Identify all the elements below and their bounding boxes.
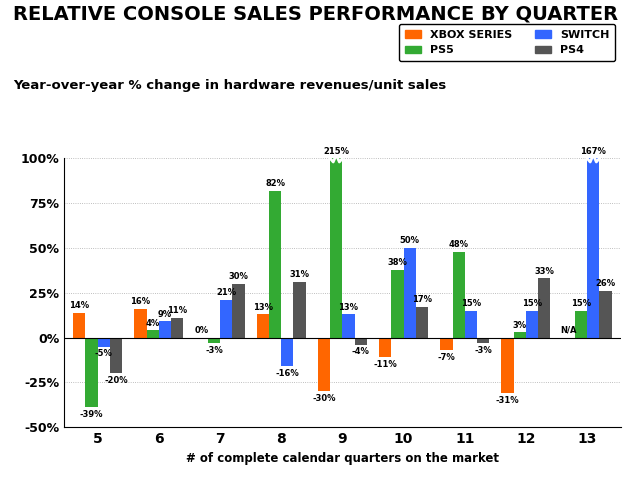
Text: 0%: 0% — [195, 326, 209, 335]
Bar — [416, 307, 428, 337]
Text: 11%: 11% — [167, 306, 188, 315]
Text: 9%: 9% — [158, 310, 172, 319]
Text: 21%: 21% — [216, 288, 236, 297]
Bar — [575, 311, 587, 337]
Bar — [318, 337, 330, 391]
Bar — [538, 278, 550, 337]
Legend: XBOX SERIES, PS5, SWITCH, PS4: XBOX SERIES, PS5, SWITCH, PS4 — [399, 24, 615, 61]
Bar — [85, 337, 98, 408]
Bar — [220, 300, 232, 337]
Bar — [171, 318, 183, 337]
Text: 30%: 30% — [228, 272, 248, 281]
Bar — [159, 322, 171, 337]
Text: 167%: 167% — [580, 147, 606, 156]
Text: 14%: 14% — [69, 301, 90, 310]
Text: RELATIVE CONSOLE SALES PERFORMANCE BY QUARTER: RELATIVE CONSOLE SALES PERFORMANCE BY QU… — [13, 5, 618, 24]
Text: 15%: 15% — [461, 299, 481, 308]
Bar — [391, 269, 404, 337]
Text: 26%: 26% — [595, 279, 616, 288]
Bar — [452, 252, 465, 337]
Bar — [330, 158, 342, 337]
Text: 16%: 16% — [131, 297, 150, 306]
Text: N/A: N/A — [561, 325, 577, 334]
X-axis label: # of complete calendar quarters on the market: # of complete calendar quarters on the m… — [186, 452, 499, 465]
Text: -31%: -31% — [496, 396, 520, 405]
Bar — [257, 314, 269, 337]
Bar — [208, 337, 220, 343]
Text: 33%: 33% — [534, 267, 554, 276]
Bar — [98, 337, 110, 347]
Bar — [134, 309, 147, 337]
Bar — [269, 191, 281, 337]
Bar — [514, 332, 526, 337]
Bar — [73, 312, 85, 337]
Text: -3%: -3% — [205, 346, 223, 355]
Bar — [502, 337, 514, 393]
Text: 38%: 38% — [388, 258, 408, 267]
Text: 15%: 15% — [571, 299, 591, 308]
Text: 31%: 31% — [289, 270, 310, 279]
Text: -7%: -7% — [438, 353, 455, 362]
Text: -3%: -3% — [474, 346, 492, 355]
Text: 48%: 48% — [449, 240, 468, 249]
Text: 17%: 17% — [412, 296, 432, 304]
Text: 13%: 13% — [253, 302, 273, 312]
Bar — [526, 311, 538, 337]
Bar — [600, 291, 612, 337]
Text: 50%: 50% — [400, 236, 420, 245]
Bar — [342, 314, 355, 337]
Bar — [465, 311, 477, 337]
Text: Year-over-year % change in hardware revenues/unit sales: Year-over-year % change in hardware reve… — [13, 79, 446, 92]
Text: -4%: -4% — [352, 348, 370, 357]
Bar — [587, 158, 600, 337]
Bar — [294, 282, 306, 337]
Bar — [440, 337, 452, 350]
Text: 4%: 4% — [145, 319, 160, 328]
Text: 3%: 3% — [513, 321, 527, 330]
Text: -39%: -39% — [80, 410, 103, 419]
Bar — [232, 284, 244, 337]
Bar — [404, 248, 416, 337]
Text: 13%: 13% — [339, 302, 358, 312]
Text: -30%: -30% — [312, 394, 336, 403]
Text: -11%: -11% — [373, 360, 397, 369]
Bar — [110, 337, 122, 373]
Text: -5%: -5% — [95, 349, 113, 358]
Text: -16%: -16% — [275, 369, 300, 378]
Bar — [147, 330, 159, 337]
Bar — [281, 337, 294, 366]
Bar — [355, 337, 367, 345]
Text: 15%: 15% — [522, 299, 542, 308]
Text: 82%: 82% — [265, 179, 285, 188]
Bar — [379, 337, 391, 357]
Bar — [477, 337, 489, 343]
Text: 215%: 215% — [323, 147, 349, 156]
Text: -20%: -20% — [104, 376, 128, 385]
